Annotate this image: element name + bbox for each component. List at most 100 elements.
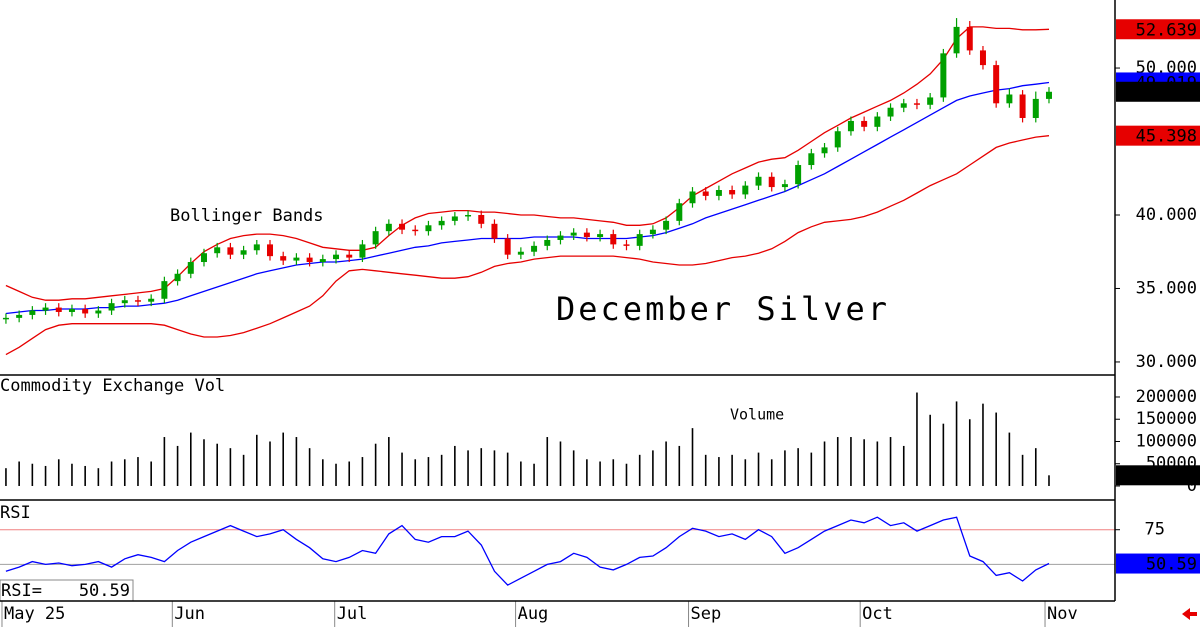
candle-body bbox=[95, 310, 102, 314]
candle-body bbox=[979, 50, 986, 66]
y-tick-label: 35.000 bbox=[1136, 278, 1197, 298]
candle-body bbox=[425, 225, 432, 232]
candle-body bbox=[544, 239, 551, 246]
candle-body bbox=[148, 298, 155, 302]
candle-body bbox=[346, 254, 353, 258]
candle-body bbox=[636, 234, 643, 246]
value-box-label: 23998 bbox=[1146, 466, 1197, 486]
candle-body bbox=[821, 147, 828, 154]
candle-body bbox=[68, 309, 75, 312]
candle-body bbox=[861, 120, 868, 127]
x-tick-label: Jun bbox=[174, 604, 205, 624]
candle-body bbox=[597, 234, 604, 238]
y-tick-label: 150000 bbox=[1136, 409, 1197, 429]
candle-body bbox=[900, 103, 907, 108]
candle-body bbox=[808, 153, 815, 166]
readout-label: RSI= bbox=[1, 581, 42, 601]
panel-title: RSI bbox=[0, 503, 31, 523]
x-tick-label: Nov bbox=[1047, 604, 1078, 624]
candle-body bbox=[372, 231, 379, 245]
candle-body bbox=[570, 232, 577, 236]
value-box bbox=[1116, 553, 1200, 574]
candle-body bbox=[623, 244, 630, 246]
candle-body bbox=[227, 247, 234, 255]
candle-body bbox=[1032, 98, 1039, 119]
candle-body bbox=[121, 300, 128, 304]
scroll-arrow[interactable] bbox=[1182, 608, 1197, 620]
candle-body bbox=[1045, 91, 1052, 99]
candle-body bbox=[108, 303, 115, 311]
candle-body bbox=[993, 65, 1000, 104]
lower-band bbox=[5, 135, 1050, 356]
candle-body bbox=[2, 317, 9, 320]
annotation: Volume bbox=[730, 406, 784, 424]
middle-band bbox=[5, 81, 1050, 315]
value-box-label: 48.385 bbox=[1136, 83, 1197, 103]
x-tick-label: Aug bbox=[518, 604, 549, 624]
candle-body bbox=[55, 307, 62, 312]
x-tick-label: Jul bbox=[337, 604, 368, 624]
candle-body bbox=[82, 309, 89, 314]
candle-body bbox=[557, 235, 564, 240]
candle-body bbox=[847, 120, 854, 132]
candle-body bbox=[438, 220, 445, 226]
value-box bbox=[1116, 81, 1200, 102]
candle-body bbox=[359, 244, 366, 258]
candle-body bbox=[451, 216, 458, 221]
candle-body bbox=[689, 191, 696, 204]
annotation: Bollinger Bands bbox=[170, 206, 324, 226]
candle-body bbox=[887, 107, 894, 117]
candle-body bbox=[478, 214, 485, 224]
candle-body bbox=[306, 257, 313, 263]
candle-body bbox=[834, 131, 841, 148]
y-tick-label: 30.000 bbox=[1136, 352, 1197, 372]
candle-body bbox=[267, 244, 274, 257]
candle-body bbox=[399, 223, 406, 230]
candle-body bbox=[940, 53, 947, 98]
candle-body bbox=[253, 244, 260, 251]
candle-body bbox=[676, 203, 683, 221]
candle-body bbox=[240, 250, 247, 255]
candle-body bbox=[42, 307, 49, 311]
value-box-label: 50.59 bbox=[1146, 555, 1197, 575]
candle-body bbox=[663, 220, 670, 230]
candle-body bbox=[29, 310, 36, 315]
candle-body bbox=[412, 229, 419, 232]
candle-body bbox=[174, 273, 181, 282]
y-tick-label: 40.000 bbox=[1136, 205, 1197, 225]
candle-body bbox=[504, 238, 511, 255]
y-tick-label: 0 bbox=[1187, 476, 1197, 496]
candle-body bbox=[729, 190, 736, 195]
readout-value: 50.59 bbox=[79, 581, 130, 601]
candle-body bbox=[583, 232, 590, 238]
value-box bbox=[1116, 19, 1200, 40]
annotation: December Silver bbox=[556, 290, 890, 328]
candle-body bbox=[715, 190, 722, 196]
y-tick-label: 200000 bbox=[1136, 387, 1197, 407]
candle-body bbox=[280, 256, 287, 261]
candle-body bbox=[200, 253, 207, 263]
candle-body bbox=[874, 116, 881, 127]
y-tick-label: 100000 bbox=[1136, 431, 1197, 451]
candle-body bbox=[768, 176, 775, 188]
candle-body bbox=[214, 247, 221, 254]
x-tick-label: Oct bbox=[862, 604, 893, 624]
candle-body bbox=[702, 191, 709, 196]
candle-body bbox=[781, 184, 788, 188]
candle-body bbox=[531, 245, 538, 252]
candle-body bbox=[319, 259, 326, 263]
candle-body bbox=[134, 300, 141, 302]
candle-body bbox=[649, 229, 656, 235]
candle-body bbox=[953, 26, 960, 54]
candle-body bbox=[293, 257, 300, 261]
candle-body bbox=[755, 176, 762, 186]
candle-body bbox=[491, 223, 498, 239]
value-box-label: 52.639 bbox=[1136, 20, 1197, 40]
candle-body bbox=[795, 165, 802, 185]
candle-body bbox=[16, 314, 23, 318]
candle-body bbox=[966, 26, 973, 51]
value-box bbox=[1116, 125, 1200, 146]
candle-body bbox=[333, 254, 340, 260]
